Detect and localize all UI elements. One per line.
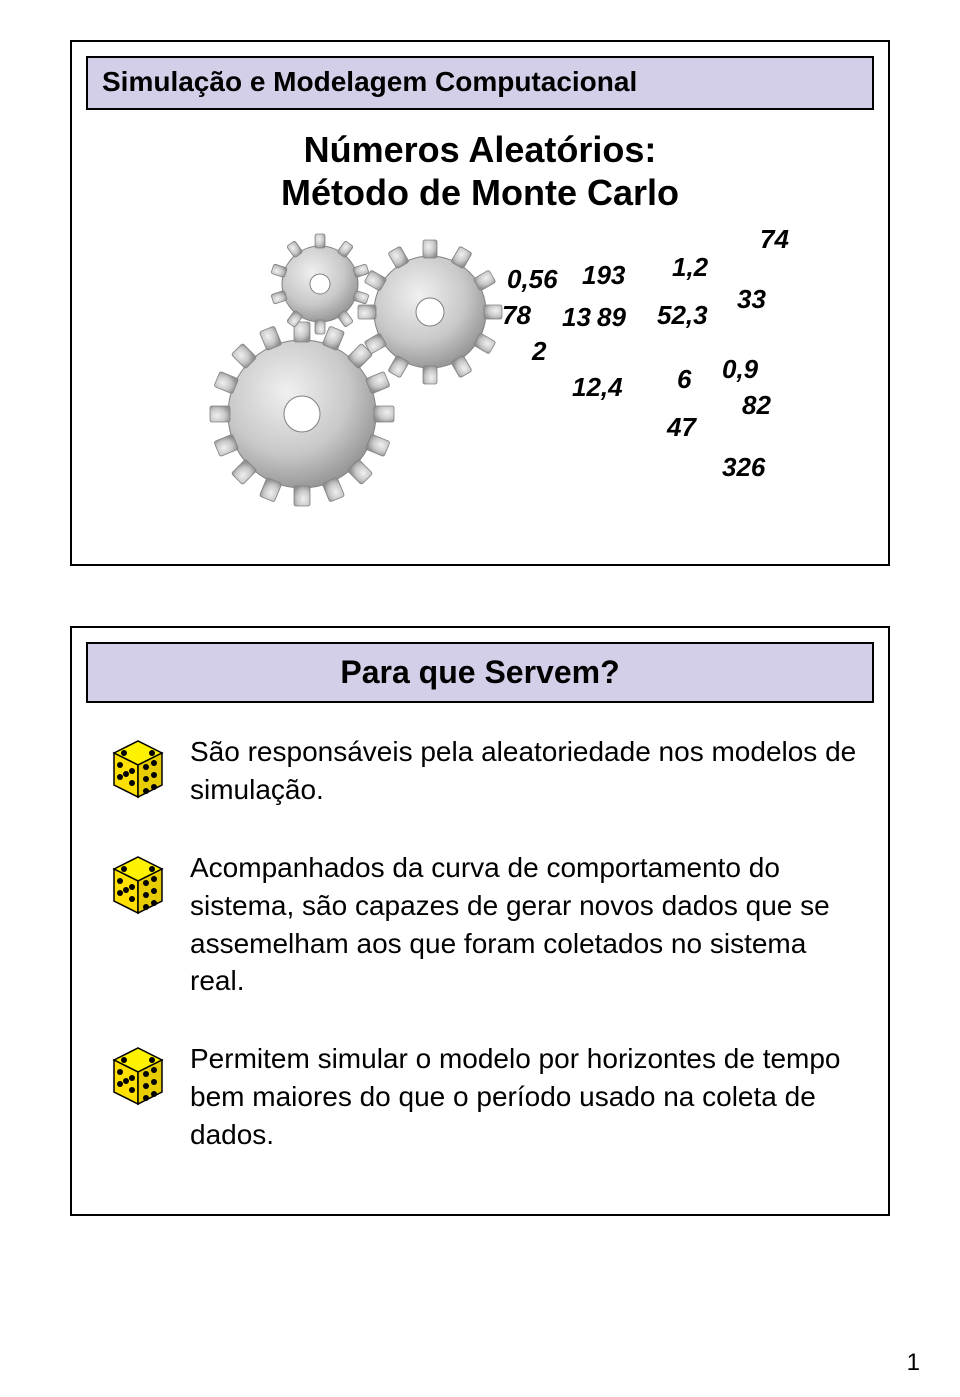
gears-area: 0,56 78 2 193 13 89 12,4 1,2 52,3 6 47 7…	[72, 224, 888, 544]
num-89: 89	[597, 302, 626, 333]
num-326: 326	[722, 452, 765, 483]
dice-icon	[102, 735, 166, 803]
bullet-3-text: Permitem simular o modelo por horizontes…	[190, 1040, 858, 1153]
num-33: 33	[737, 284, 766, 315]
num-13: 13	[562, 302, 591, 333]
bullet-1-text: São responsáveis pela aleatoriedade nos …	[190, 733, 858, 809]
title-line-1: Números Aleatórios:	[304, 129, 657, 170]
bullet-2: Acompanhados da curva de comportamento d…	[102, 849, 858, 1000]
title-line-2: Método de Monte Carlo	[281, 172, 679, 213]
num-056: 0,56	[507, 264, 558, 295]
num-6: 6	[677, 364, 691, 395]
course-title: Simulação e Modelagem Computacional	[102, 66, 858, 100]
section-2-title: Para que Servem?	[86, 642, 874, 703]
bullet-3: Permitem simular o modelo por horizontes…	[102, 1040, 858, 1153]
header-bar: Simulação e Modelagem Computacional	[86, 56, 874, 110]
num-523: 52,3	[657, 300, 708, 331]
gears-icon	[202, 224, 542, 524]
bullet-1: São responsáveis pela aleatoriedade nos …	[102, 733, 858, 809]
num-124: 12,4	[572, 372, 623, 403]
num-82: 82	[742, 390, 771, 421]
slide-1: Simulação e Modelagem Computacional Núme…	[70, 40, 890, 566]
num-12: 1,2	[672, 252, 708, 283]
dice-icon	[102, 851, 166, 919]
num-47: 47	[667, 412, 696, 443]
num-78: 78	[502, 300, 531, 331]
page-number: 1	[907, 1349, 920, 1377]
num-09: 0,9	[722, 354, 758, 385]
bullet-2-text: Acompanhados da curva de comportamento d…	[190, 849, 858, 1000]
num-74: 74	[760, 224, 789, 255]
num-2: 2	[532, 336, 546, 367]
slide-2: Para que Servem? São responsáveis pela a…	[70, 626, 890, 1215]
main-title: Números Aleatórios: Método de Monte Carl…	[86, 128, 874, 214]
dice-icon	[102, 1042, 166, 1110]
page: Simulação e Modelagem Computacional Núme…	[0, 0, 960, 1397]
num-193: 193	[582, 260, 625, 291]
